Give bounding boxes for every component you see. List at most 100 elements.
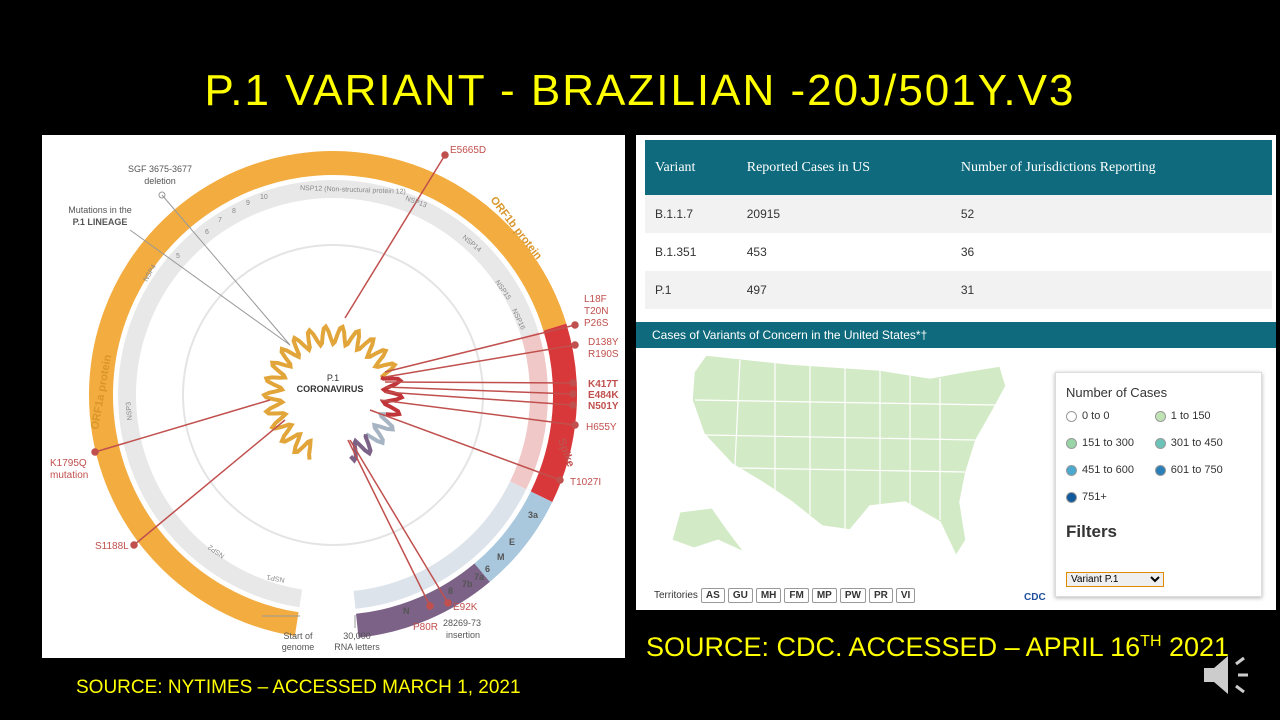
- genome-diagram: SGF 3675-3677 deletion Mutations in the …: [42, 135, 625, 658]
- territory-button[interactable]: FM: [784, 588, 809, 603]
- states: [691, 354, 1007, 558]
- legend-swatch: [1066, 437, 1077, 449]
- alaska: [671, 507, 745, 553]
- legend-title: Number of Cases: [1066, 385, 1168, 400]
- mutation-label: E5665D: [450, 145, 486, 156]
- territory-button[interactable]: MP: [811, 588, 837, 603]
- legend-label: 1 to 150: [1170, 410, 1211, 422]
- annotation: Mutations in the: [68, 205, 132, 215]
- slide-title: P.1 VARIANT - BRAZILIAN -20J/501Y.V3: [204, 66, 1076, 115]
- mutation-label: H655Y: [586, 422, 617, 433]
- gene-label: 6: [485, 564, 490, 574]
- legend-label: 0 to 0: [1082, 410, 1110, 422]
- state-borders: [694, 359, 996, 530]
- gene-label: 8: [448, 586, 453, 596]
- table-cell: P.1: [645, 271, 737, 309]
- annotations: SGF 3675-3677 deletion Mutations in the …: [68, 164, 380, 652]
- column-header: Reported Cases in US: [736, 140, 951, 195]
- mutation-label: L18F: [584, 294, 607, 305]
- center-label: P.1: [327, 373, 339, 383]
- nsp-label: 6: [205, 229, 209, 236]
- background: [42, 135, 625, 658]
- legend-swatch: [1154, 410, 1166, 422]
- territory-button[interactable]: PR: [868, 588, 893, 603]
- speaker: [1204, 656, 1228, 694]
- table-row: B.1.1.7 20915 52: [645, 195, 1272, 233]
- mutation-label: E92K: [453, 602, 478, 613]
- mutation-label: insertion: [446, 630, 480, 640]
- coil-segment: [349, 433, 373, 464]
- annotation: RNA letters: [334, 642, 380, 652]
- mutation-label: K1795Q: [50, 458, 87, 469]
- ring-arc: [474, 491, 553, 582]
- nsp-label: NSP1: [266, 573, 285, 583]
- territory-button[interactable]: GU: [727, 588, 753, 603]
- legend-swatch: [1066, 491, 1077, 503]
- nsp-label: 8: [232, 208, 236, 215]
- nsp-label: NSP3: [125, 402, 134, 421]
- gene-label: 7a: [474, 572, 485, 582]
- coil: [261, 323, 405, 464]
- column-header: Number of Jurisdictions Reporting: [950, 140, 1272, 195]
- ring-arc: [89, 151, 567, 636]
- annotation: 30,000: [343, 631, 371, 641]
- coil-segment: [364, 412, 395, 446]
- source-sup: TH: [1140, 633, 1162, 650]
- filters-title: Filters: [1066, 522, 1118, 541]
- table-cell: 52: [950, 195, 1272, 233]
- table-cell: 36: [960, 245, 975, 259]
- source-right: SOURCE: CDC. ACCESSED – APRIL 16TH 2021: [646, 632, 1229, 663]
- table-panel: Variant Reported Cases in US Number of Jur…: [636, 135, 1276, 320]
- legend-item: 301 to 450: [1154, 437, 1244, 464]
- nsp-label: NSP12 (Non-structural protein 12): [300, 185, 406, 196]
- legend-items: 0 to 0 1 to 150 151 to 300 301 to 450 451 to…: [1066, 410, 1251, 518]
- territory-button[interactable]: VI: [895, 588, 916, 603]
- ring-arc: [355, 563, 490, 638]
- mutation-label: E484K: [588, 390, 619, 401]
- column-header: Variant: [645, 140, 737, 195]
- ring-arc: [353, 481, 527, 609]
- gene-label: 7b: [462, 579, 473, 589]
- legend-label: 601 to 750: [1170, 464, 1223, 476]
- mutation-label: T20N: [584, 306, 608, 317]
- table-cell: B.1.351: [655, 245, 697, 259]
- mutation-lines: [91, 151, 579, 610]
- mutation-label: T1027I: [570, 477, 601, 488]
- table-cell: 453: [746, 245, 767, 259]
- nsp-label: 5: [176, 253, 180, 260]
- annotation: Start of: [283, 631, 313, 641]
- mutation-labels: E5665D L18F T20N P26S D138Y R190S K417T …: [50, 145, 619, 640]
- table-cell: 31: [950, 271, 1272, 309]
- legend-swatch: [1066, 410, 1077, 422]
- mutation-label: K417T: [588, 379, 618, 390]
- legend-item: 151 to 300: [1066, 437, 1155, 464]
- legend-label: 751+: [1082, 491, 1107, 503]
- variant-select[interactable]: Variant P.1: [1066, 572, 1164, 587]
- us-map: CDC: [671, 354, 1046, 603]
- mutation-label: N501Y: [588, 401, 619, 412]
- territory-button[interactable]: PW: [839, 588, 866, 603]
- legend-swatch: [1066, 464, 1077, 476]
- legend: Number of Cases 0 to 0 1 to 150 151 to 300…: [1055, 372, 1262, 597]
- gene-label: E: [509, 537, 515, 547]
- nsp-label: 9: [246, 200, 250, 207]
- legend-item: 1 to 150: [1154, 410, 1244, 437]
- coil-segment: [380, 375, 405, 417]
- table-body: B.1.1.7 20915 52 B.1.351 453 36 P.1 497 31: [645, 195, 1272, 309]
- annotation: genome: [282, 642, 315, 652]
- territory-button[interactable]: AS: [700, 588, 725, 603]
- table-cell: 497: [736, 271, 951, 309]
- mutation-label: D138Y: [588, 337, 619, 348]
- territories: Territories AS GU MH FM MP PW PR VI: [654, 588, 916, 603]
- mutation-label: S1188L: [95, 541, 129, 552]
- territory-button[interactable]: MH: [755, 588, 782, 603]
- territories-label: Territories: [654, 590, 698, 601]
- source-text: SOURCE: CDC. ACCESSED – APRIL 16: [646, 632, 1141, 662]
- speaker-icon: [1204, 656, 1248, 694]
- virus-outline: [182, 244, 484, 546]
- annotation-lines: [129, 191, 356, 628]
- source-text: 2021: [1161, 632, 1230, 662]
- cdc-logo: CDC: [1024, 592, 1046, 603]
- coil-segment: [261, 323, 398, 460]
